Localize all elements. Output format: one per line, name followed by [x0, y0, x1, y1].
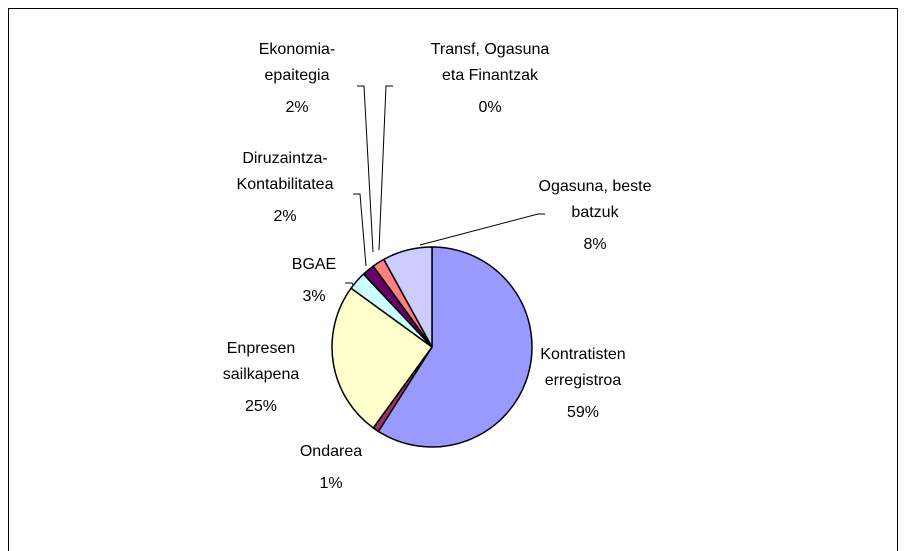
- value-label: 2%: [285, 99, 309, 116]
- category-label: BGAE: [291, 256, 337, 273]
- category-label: Diruzaintza-Kontabilitatea: [236, 150, 334, 193]
- category-label: Transf, Ogasuna eta Finantzak: [430, 41, 550, 84]
- slice-label: Enpresen sailkapena 25%: [214, 336, 309, 420]
- pie-slice: [377, 246, 533, 448]
- leader-line: [357, 85, 374, 253]
- value-label: 0%: [478, 99, 502, 116]
- category-label: Ekonomia-epaitegia: [258, 41, 336, 84]
- slice-label: Ondarea 1%: [286, 439, 376, 497]
- value-label: 8%: [583, 236, 607, 253]
- slice-label: BGAE 3%: [284, 252, 344, 310]
- category-label: Ondarea: [299, 443, 363, 460]
- leader-line: [353, 193, 367, 267]
- value-label: 59%: [566, 404, 600, 421]
- leader-line: [378, 85, 393, 251]
- pie-slice: [331, 287, 434, 429]
- category-label: Kontratisten erregistroa: [540, 346, 626, 389]
- leader-line: [419, 213, 545, 246]
- slice-label: Ekonomia-epaitegia 2%: [255, 37, 340, 121]
- pie-slice: [382, 246, 433, 348]
- value-label: 25%: [244, 398, 278, 415]
- category-label: Ogasuna, beste batzuk: [538, 178, 652, 221]
- slice-label: Ogasuna, beste batzuk 8%: [538, 174, 653, 258]
- slice-label: Diruzaintza-Kontabilitatea 2%: [223, 146, 348, 230]
- value-label: 2%: [273, 208, 297, 225]
- slice-label: Transf, Ogasuna eta Finantzak 0%: [425, 37, 555, 121]
- value-label: 1%: [319, 475, 343, 492]
- category-label: Enpresen sailkapena: [222, 340, 300, 383]
- slice-label: Kontratisten erregistroa 59%: [528, 342, 638, 426]
- value-label: 3%: [302, 288, 326, 305]
- leader-lines: [345, 85, 545, 291]
